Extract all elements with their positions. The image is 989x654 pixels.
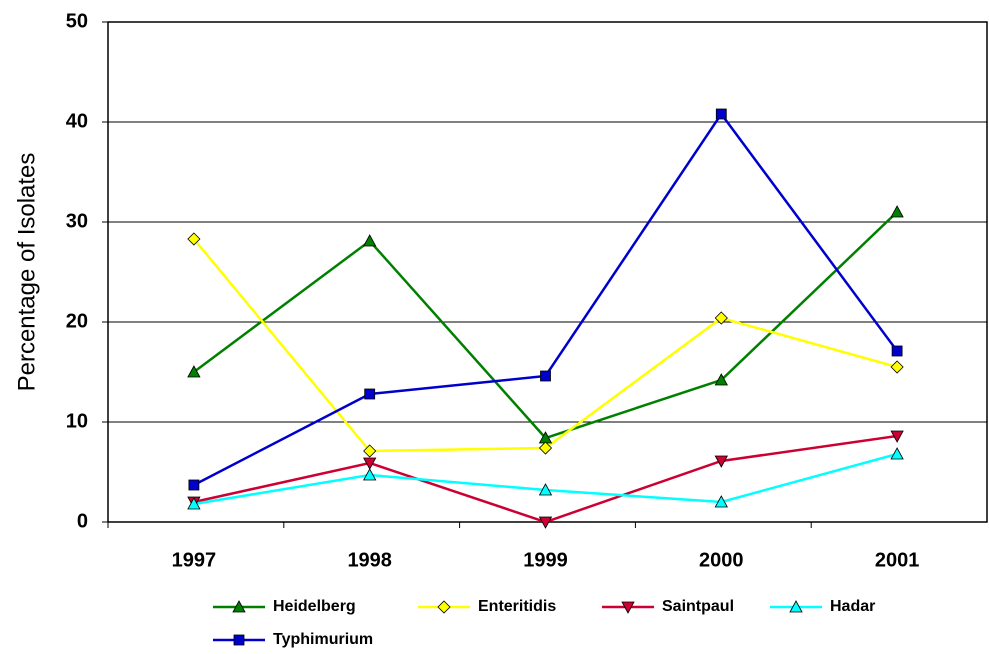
- marker: [714, 455, 728, 468]
- marker: [890, 205, 904, 218]
- marker: [363, 457, 377, 470]
- series-line: [193, 211, 898, 440]
- legend-label: Hadar: [830, 598, 875, 615]
- marker: [363, 234, 377, 247]
- y-tick-label: 40: [66, 110, 88, 132]
- legend-label: Heidelberg: [273, 598, 356, 615]
- y-tick-label: 20: [66, 310, 88, 332]
- marker: [891, 345, 903, 357]
- x-tick-label: 2000: [699, 549, 744, 571]
- x-tick-label: 1999: [523, 549, 568, 571]
- y-axis-label: Percentage of Isolates: [13, 153, 40, 392]
- marker: [538, 441, 553, 455]
- marker: [233, 634, 245, 646]
- marker: [538, 483, 553, 496]
- marker: [715, 108, 727, 120]
- marker: [789, 600, 803, 613]
- marker: [540, 370, 551, 382]
- marker: [714, 311, 728, 325]
- marker: [890, 430, 904, 443]
- series-line: [193, 111, 899, 487]
- marker: [188, 479, 200, 491]
- series-line: [192, 238, 898, 453]
- marker: [363, 444, 377, 458]
- marker: [364, 388, 376, 400]
- marker: [714, 373, 728, 386]
- y-tick-label: 50: [66, 10, 88, 32]
- marker: [621, 601, 635, 614]
- legend-label: Typhimurium: [273, 631, 373, 648]
- marker: [187, 497, 201, 510]
- legend-label: Saintpaul: [662, 598, 734, 615]
- marker: [890, 447, 904, 460]
- y-tick-label: 0: [77, 510, 88, 532]
- marker: [538, 516, 553, 529]
- y-tick-label: 30: [66, 210, 88, 232]
- x-tick-label: 1998: [347, 549, 392, 571]
- legend-label: Enteritidis: [478, 598, 556, 615]
- y-tick-label: 10: [66, 410, 88, 432]
- marker: [714, 495, 728, 508]
- marker: [890, 360, 904, 374]
- marker: [437, 600, 451, 614]
- marker: [363, 468, 377, 481]
- x-tick-label: 2001: [875, 549, 920, 571]
- marker: [187, 232, 201, 246]
- marker: [187, 365, 201, 378]
- marker: [232, 600, 246, 613]
- x-tick-label: 1997: [172, 549, 217, 571]
